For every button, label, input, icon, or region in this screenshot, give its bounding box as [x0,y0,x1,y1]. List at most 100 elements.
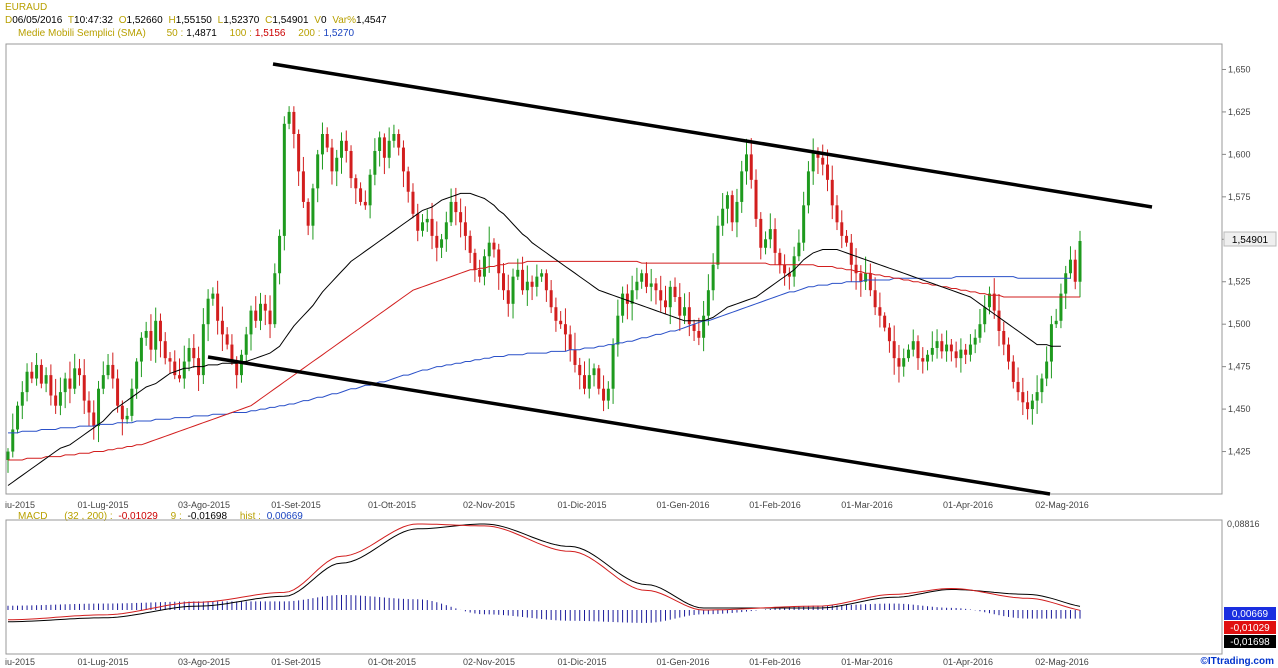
candle [135,358,139,399]
candle [749,138,753,189]
candle [282,116,286,251]
candle [320,122,324,170]
candle [740,160,744,213]
candle [668,280,672,325]
last-price-box: 1,54901 [1223,231,1277,247]
candle [954,341,958,368]
date-tick-label: 01-Apr-2016 [943,500,993,510]
candle [340,132,344,174]
candle [292,106,296,149]
channel-lower-line [207,355,1051,496]
hist-label: hist : [239,511,261,522]
candle [1021,377,1025,416]
macd-axis-top-label: 0,08816 [1227,519,1260,529]
candle [654,278,658,305]
candle [25,363,29,402]
candle [1054,308,1058,329]
date-axis: iu-2015 01-Lug-2015 03-Ago-2015 01-Set-2015… [5,500,1089,510]
candle [363,190,367,210]
price-axis: 1,4251,4501,4751,5001,5251,5501,5751,600… [1222,64,1251,457]
sma50-label: 50 : [166,28,184,39]
sma100-line [8,260,1080,461]
date-tick-label: 01-Mar-2016 [841,500,893,510]
candle [168,352,172,374]
candle [492,238,496,258]
candle [54,378,58,414]
candle [297,129,301,186]
candle [802,191,806,251]
candle [1040,373,1044,404]
date-tick-label: 01-Lug-2015 [77,500,128,510]
candle [1002,321,1006,356]
candle [325,127,329,153]
candle [959,338,963,373]
candle [20,381,24,420]
candle [630,275,634,321]
sma50-line [7,192,1061,486]
candle [268,295,272,339]
candle [811,138,815,185]
time-prefix: T [67,15,75,26]
candle [725,191,729,224]
candle [540,269,544,282]
candle [821,144,825,176]
macd-date-tick-label: iu-2015 [5,657,35,667]
chart-header: EURAUD [5,2,50,13]
low-value: 1,52370 [223,15,260,26]
candle [978,308,982,343]
candle [401,140,405,188]
candle [582,361,586,395]
candle [249,305,253,351]
candle [940,333,944,359]
price-tick-label: 1,525 [1228,277,1251,287]
candle [125,408,129,424]
low-prefix: L [217,15,224,26]
sma100-label: 100 : [229,28,252,39]
candle [683,293,687,325]
candle [149,314,153,361]
candle [678,283,682,331]
candle [421,214,425,237]
price-tick-label: 1,625 [1228,107,1251,117]
candle [87,391,91,427]
macd-date-axis: iu-2015 01-Lug-2015 03-Ago-2015 01-Set-2015… [5,657,1089,667]
candle [659,275,663,312]
candle [239,349,243,383]
candle [554,297,558,332]
volume-value: 0 [320,15,327,26]
symbol-label: EURAUD [5,2,48,13]
date-tick-label: 02-Mag-2016 [1035,500,1089,510]
candle [906,344,910,362]
candle [182,345,186,389]
candle [1026,390,1030,420]
candle [225,327,229,350]
candle [1059,283,1063,329]
var-value: 1,4547 [356,15,387,26]
ohlc-header: D06/05/2016 T10:47:32 O1,52660 H1,55150 … [5,15,390,26]
time-value: 10:47:32 [74,15,113,26]
candle [373,138,377,186]
candle [921,347,925,374]
candle [935,329,939,359]
candle [259,292,263,331]
candle [873,277,877,316]
date-tick-label: 01-Set-2015 [271,500,321,510]
macd-box-label: -0,01029 [1230,623,1270,634]
candle [311,183,315,240]
date-value: 06/05/2016 [12,15,63,26]
price-tick-label: 1,425 [1228,447,1251,457]
macd-date-tick-label: 01-Gen-2016 [656,657,709,667]
candle [849,234,853,282]
candle [754,169,758,227]
candle [97,380,101,443]
candle [459,198,463,238]
candle [1035,375,1039,414]
price-tick-label: 1,650 [1228,64,1251,74]
candle [964,343,968,365]
candle [568,325,572,362]
candle [973,329,977,354]
candle [797,229,801,262]
candle [378,131,382,167]
candle [106,353,110,380]
date-tick-label: 03-Ago-2015 [178,500,230,510]
